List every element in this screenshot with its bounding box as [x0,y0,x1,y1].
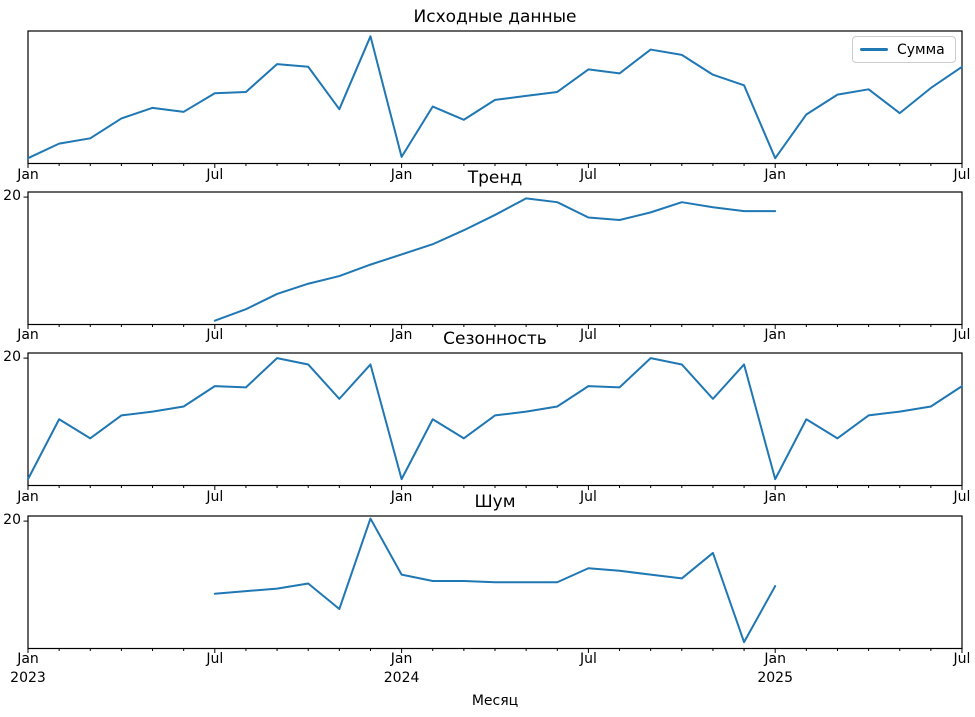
x-tick-label: Jul [579,327,597,343]
x-tick-label: Jan [764,651,786,667]
x-year-label-2025: 2025 [757,670,793,686]
subplot-title-trend: Тренд [467,167,523,188]
plot-area-seasonality [23,351,963,490]
x-tick-label: Jul [953,166,971,183]
x-tick-label: Jul [953,327,971,343]
x-tick-label: Jul [953,651,971,667]
x-tick-label: Jul [206,488,224,505]
plot-area-noise [23,514,963,653]
y-tick-label: 20 [3,349,21,366]
x-tick-label: Jul [953,488,971,505]
series-line [213,517,777,643]
legend-label: Сумма [897,41,945,58]
series-line [213,196,777,322]
x-tick-label: Jan [764,327,786,343]
series-line [27,356,963,480]
subplot-title-seasonality: Сезонность [443,328,547,349]
axes-frame [27,30,963,165]
axes-frame [27,351,963,486]
x-tick-label: Jan [390,651,413,667]
x-year-label-2023: 2023 [10,670,46,686]
x-tick-label: Jul [579,488,597,505]
x-tick-label: Jan [17,651,39,667]
subplot-title-original-data: Исходные данные [413,7,577,27]
x-tick-label: Jul [579,651,597,667]
legend-line-sample [860,48,888,51]
axes-frame [27,190,963,325]
plot-area-original-data [27,30,963,168]
x-tick-label: Jan [17,327,39,343]
x-tick-label: Jul [206,327,224,343]
y-tick-label: 20 [3,188,21,205]
x-year-label-2024: 2024 [383,670,420,686]
x-tick-label: Jan [764,488,786,505]
x-tick-label: Jan [390,327,413,343]
legend: Сумма [852,36,956,63]
x-tick-label: Jan [17,488,39,505]
x-tick-label: Jan [390,488,413,505]
x-tick-label: Jan [17,166,39,183]
x-tick-label: Jul [579,166,597,183]
x-tick-label: Jul [206,166,224,183]
y-tick-label: 20 [3,512,21,529]
subplot-title-noise: Шум [474,491,516,512]
plot-area-trend [23,190,963,329]
series-line [27,35,963,160]
x-axis-label: Месяц [471,693,519,709]
x-tick-label: Jul [206,651,224,667]
x-tick-label: Jan [390,166,413,183]
x-tick-label: Jan [764,166,786,183]
